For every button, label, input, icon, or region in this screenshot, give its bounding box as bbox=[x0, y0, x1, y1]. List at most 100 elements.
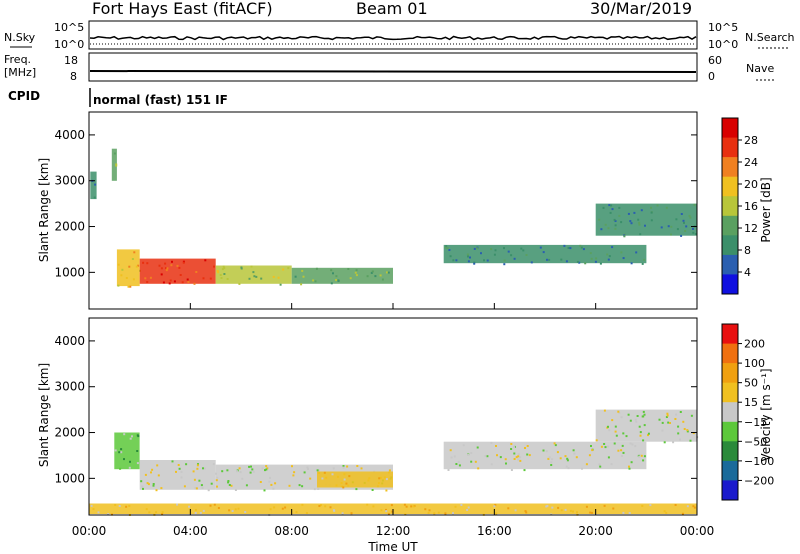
scatter-cell bbox=[620, 416, 623, 419]
scatter-cell bbox=[520, 247, 523, 250]
scatter-cell bbox=[598, 463, 601, 466]
scatter-cell bbox=[588, 454, 591, 457]
scatter-cell bbox=[386, 271, 388, 274]
scatter-cell bbox=[315, 267, 318, 270]
scatter-cell bbox=[606, 253, 609, 256]
scatter-cell bbox=[349, 277, 352, 280]
scatter-cell bbox=[681, 512, 684, 515]
scatter-region bbox=[89, 503, 697, 514]
scatter-cell bbox=[627, 212, 630, 215]
scatter-cell bbox=[630, 461, 633, 464]
scatter-cell bbox=[300, 283, 303, 286]
scatter-cell bbox=[196, 464, 199, 467]
scatter-cell bbox=[614, 220, 617, 222]
scatter-cell bbox=[564, 455, 567, 458]
scatter-cell bbox=[609, 211, 612, 214]
scatter-cell bbox=[665, 206, 668, 209]
scatter-cell bbox=[623, 235, 626, 238]
scatter-cell bbox=[342, 486, 345, 489]
scatter-cell bbox=[268, 480, 271, 483]
scatter-cell bbox=[220, 277, 223, 279]
scatter-cell bbox=[385, 510, 388, 513]
scatter-cell bbox=[213, 503, 216, 506]
scatter-cell bbox=[178, 266, 181, 269]
power-ylabel: Slant Range [km] bbox=[37, 158, 51, 262]
scatter-cell bbox=[650, 206, 652, 209]
ytick-label: 1000 bbox=[54, 471, 85, 485]
scatter-cell bbox=[181, 281, 184, 284]
scatter-cell bbox=[317, 487, 320, 490]
scatter-cell bbox=[522, 249, 525, 252]
scatter-cell bbox=[466, 253, 469, 256]
scatter-cell bbox=[212, 463, 215, 466]
scatter-cell bbox=[129, 437, 132, 440]
ytick-label: 4000 bbox=[54, 334, 85, 348]
scatter-cell bbox=[453, 455, 456, 458]
scatter-cell bbox=[658, 418, 661, 421]
scatter-cell bbox=[580, 246, 583, 249]
scatter-cell bbox=[674, 418, 677, 420]
scatter-cell bbox=[666, 414, 669, 417]
scatter-cell bbox=[591, 511, 593, 514]
scatter-cell bbox=[266, 467, 269, 470]
scatter-cell bbox=[356, 465, 359, 467]
scatter-cell bbox=[503, 247, 505, 250]
colorbar-tick-label: −50 bbox=[744, 435, 767, 448]
scatter-cell bbox=[629, 442, 632, 445]
scatter-cell bbox=[377, 485, 379, 488]
scatter-cell bbox=[192, 470, 195, 473]
scatter-cell bbox=[560, 258, 563, 261]
freq-tick-high: 18 bbox=[64, 54, 78, 67]
power-yticks: 1000 2000 3000 4000 bbox=[54, 128, 697, 279]
scatter-cell bbox=[643, 413, 646, 416]
scatter-cell bbox=[118, 505, 121, 507]
scatter-cell bbox=[241, 477, 244, 480]
scatter-cell bbox=[686, 505, 689, 508]
scatter-cell bbox=[607, 425, 609, 428]
scatter-cell bbox=[366, 275, 369, 278]
scatter-cell bbox=[97, 511, 100, 514]
scatter-cell bbox=[177, 464, 180, 466]
scatter-cell bbox=[161, 513, 164, 516]
scatter-cell bbox=[503, 259, 506, 262]
scatter-cell bbox=[216, 476, 219, 479]
scatter-cell bbox=[387, 271, 390, 274]
scatter-cell bbox=[692, 505, 695, 508]
scatter-cell bbox=[223, 267, 226, 270]
colorbar-tick-label: 20 bbox=[744, 178, 758, 191]
scatter-cell bbox=[513, 257, 516, 260]
scatter-cell bbox=[455, 463, 458, 465]
scatter-cell bbox=[640, 209, 643, 212]
scatter-cell bbox=[176, 503, 179, 506]
scatter-cell bbox=[366, 503, 369, 506]
velocity-panel bbox=[89, 409, 699, 516]
scatter-cell bbox=[303, 471, 306, 474]
scatter-region bbox=[90, 171, 97, 200]
scatter-cell bbox=[684, 230, 687, 232]
scatter-cell bbox=[348, 475, 351, 478]
colorbar-segment bbox=[722, 196, 738, 217]
scatter-cell bbox=[123, 433, 126, 436]
scatter-cell bbox=[323, 471, 326, 474]
scatter-cell bbox=[603, 504, 606, 507]
scatter-cell bbox=[166, 267, 169, 270]
scatter-cell bbox=[525, 511, 528, 514]
scatter-cell bbox=[403, 503, 406, 506]
scatter-cell bbox=[171, 460, 174, 463]
colorbar-segment bbox=[722, 343, 738, 364]
scatter-cell bbox=[629, 220, 632, 223]
scatter-cell bbox=[136, 462, 139, 465]
scatter-cell bbox=[467, 453, 470, 456]
scatter-cell bbox=[614, 425, 617, 428]
scatter-cell bbox=[114, 449, 117, 452]
scatter-cell bbox=[305, 512, 308, 514]
scatter-cell bbox=[209, 504, 212, 507]
scatter-cell bbox=[144, 473, 147, 476]
xtick-label: 12:00 bbox=[376, 524, 411, 538]
scatter-cell bbox=[330, 282, 333, 285]
scatter-cell bbox=[135, 265, 138, 268]
scatter-cell bbox=[385, 508, 387, 511]
scatter-cell bbox=[608, 204, 611, 207]
scatter-cell bbox=[210, 482, 213, 485]
scatter-cell bbox=[477, 467, 480, 470]
